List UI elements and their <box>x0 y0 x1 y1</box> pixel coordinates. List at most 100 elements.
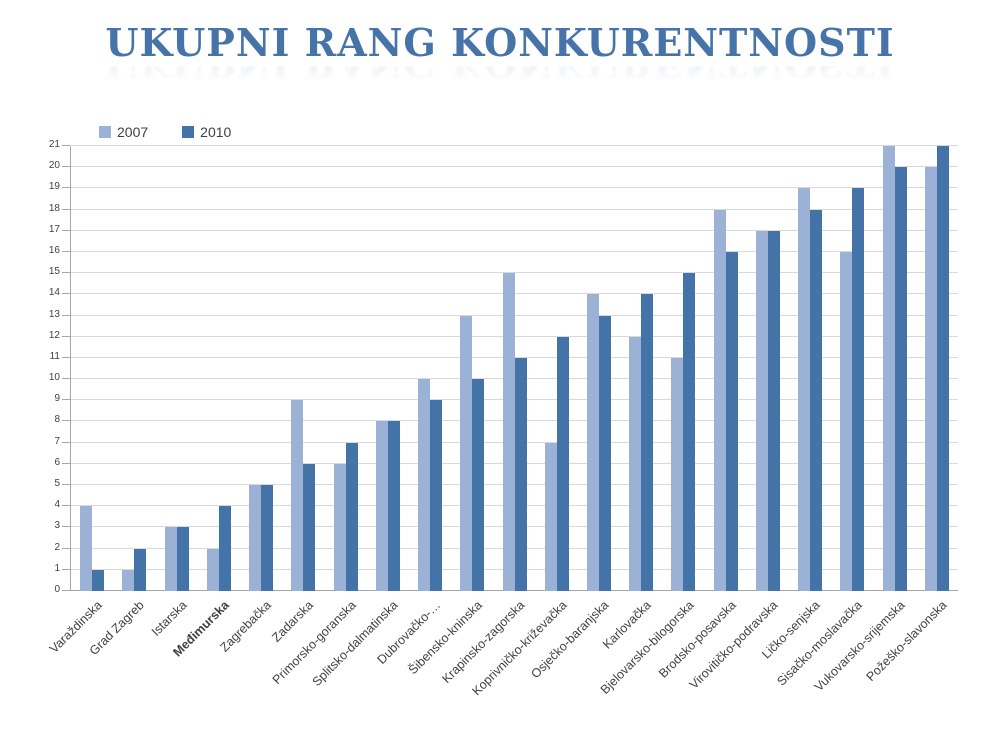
bar-2010-Krapinsko-zagorska <box>514 357 527 591</box>
bar-2010-Osječko-baranjska <box>598 315 611 591</box>
legend-item-2010: 2010 <box>182 124 231 140</box>
bar-2007-Sisačko-moslavačka <box>840 251 853 591</box>
bar-2010-Varaždinska <box>92 569 105 591</box>
gridline <box>71 166 958 168</box>
y-tick-label: 10 <box>48 372 60 384</box>
bar-2007-Požeško-slavonska <box>924 167 937 591</box>
bar-2010-Dubrovačko-… <box>430 400 443 591</box>
y-tick <box>62 378 70 380</box>
plot-area <box>71 145 958 591</box>
gridline <box>71 145 958 146</box>
bar-2010-Istarska <box>176 527 189 591</box>
y-tick-label: 14 <box>48 287 60 299</box>
y-tick <box>62 590 70 591</box>
y-tick <box>62 526 70 528</box>
bar-2010-Primorsko-goranska <box>345 442 358 591</box>
bar-2007-Istarska <box>164 527 177 591</box>
bar-2010-Grad Zagreb <box>134 548 147 591</box>
y-tick-label: 7 <box>54 435 60 447</box>
y-tick <box>62 187 70 189</box>
y-tick <box>62 505 70 507</box>
y-tick-label: 21 <box>48 139 60 150</box>
bar-2010-Koprivničko-križevačka <box>556 336 569 591</box>
bar-2010-Splitsko-dalmatinska <box>387 421 400 591</box>
y-tick-label: 11 <box>49 350 60 362</box>
x-category-label: Šibensko-kninska <box>405 598 486 678</box>
y-tick <box>62 547 70 549</box>
gridline <box>71 293 958 295</box>
gridline <box>71 250 958 252</box>
y-tick-label: 16 <box>48 244 60 256</box>
bar-2007-Koprivničko-križevačka <box>544 442 557 591</box>
legend-swatch-2010-icon <box>182 126 195 138</box>
legend-swatch-2007-icon <box>99 126 111 138</box>
gridline <box>71 187 958 189</box>
y-tick-label: 4 <box>54 499 60 511</box>
y-tick <box>62 166 70 168</box>
bar-2010-Zagrebačka <box>261 485 274 591</box>
legend-item-2007: 2007 <box>99 124 148 140</box>
chart-title: UKUPNI RANG KONKURENTNOSTI <box>105 20 895 65</box>
bar-2010-Zadarska <box>303 463 316 591</box>
gridline <box>71 314 958 316</box>
y-tick <box>62 314 70 316</box>
bar-2010-Požeško-slavonska <box>936 146 949 591</box>
y-axis-line <box>70 146 71 591</box>
legend-label: 2010 <box>200 124 232 140</box>
y-tick-label: 3 <box>54 520 60 532</box>
y-tick-label: 6 <box>54 456 60 468</box>
bar-2007-Krapinsko-zagorska <box>502 273 515 591</box>
bar-2007-Primorsko-goranska <box>333 463 346 591</box>
bar-2007-Vukovarsko-srijemska <box>882 146 895 591</box>
chart-title-reflection: UKUPNI RANG KONKURENTNOSTI <box>0 66 1000 86</box>
y-tick <box>62 272 70 274</box>
gridline <box>71 229 958 231</box>
y-tick <box>62 484 70 486</box>
bar-2007-Splitsko-dalmatinska <box>375 421 388 591</box>
x-category-label: Istarska <box>148 598 190 639</box>
y-tick-label: 1 <box>54 562 60 574</box>
y-tick <box>62 208 70 210</box>
bar-2007-Grad Zagreb <box>122 569 135 591</box>
x-category-label: Osječko-baranjska <box>528 598 612 682</box>
y-tick-label: 12 <box>48 329 60 341</box>
y-tick <box>62 335 70 337</box>
bar-2007-Ličko-senjska <box>798 188 811 591</box>
gridline <box>71 335 958 337</box>
y-tick <box>62 441 70 443</box>
y-tick-label: 20 <box>48 160 60 172</box>
bar-2007-Šibensko-kninska <box>460 315 473 591</box>
bar-2010-Brodsko-posavska <box>725 251 738 591</box>
bar-2010-Virovitičko-podravska <box>767 230 780 591</box>
y-tick-label: 2 <box>54 541 60 553</box>
bar-2007-Osječko-baranjska <box>586 294 599 591</box>
y-tick <box>62 420 70 422</box>
y-tick-label: 13 <box>48 308 60 320</box>
x-category-label: Brodsko-posavska <box>655 598 739 681</box>
bar-2007-Varaždinska <box>80 506 93 591</box>
gridline <box>71 272 958 274</box>
y-tick-label: 5 <box>54 478 60 490</box>
bar-2007-Brodsko-posavska <box>713 209 726 591</box>
y-tick <box>62 399 70 401</box>
bar-2010-Bjelovarsko-bilogorska <box>683 273 696 591</box>
bar-2007-Zadarska <box>291 400 304 591</box>
bar-2007-Međimurska <box>206 548 219 591</box>
bar-2007-Zagrebačka <box>249 485 262 591</box>
bar-2007-Virovitičko-podravska <box>755 230 768 591</box>
y-tick-label: 15 <box>48 266 60 278</box>
y-tick-label: 0 <box>54 584 60 595</box>
y-tick-label: 8 <box>54 414 60 426</box>
y-tick <box>62 250 70 252</box>
y-tick-label: 18 <box>48 202 60 214</box>
y-tick <box>62 293 70 295</box>
bar-2007-Dubrovačko-… <box>418 379 431 591</box>
y-tick <box>62 229 70 231</box>
legend: 2007 2010 <box>99 124 231 140</box>
y-tick-label: 19 <box>48 181 60 193</box>
bar-2010-Ličko-senjska <box>810 209 823 591</box>
bar-2007-Bjelovarsko-bilogorska <box>671 357 684 591</box>
y-tick <box>62 568 70 570</box>
y-tick <box>62 462 70 464</box>
